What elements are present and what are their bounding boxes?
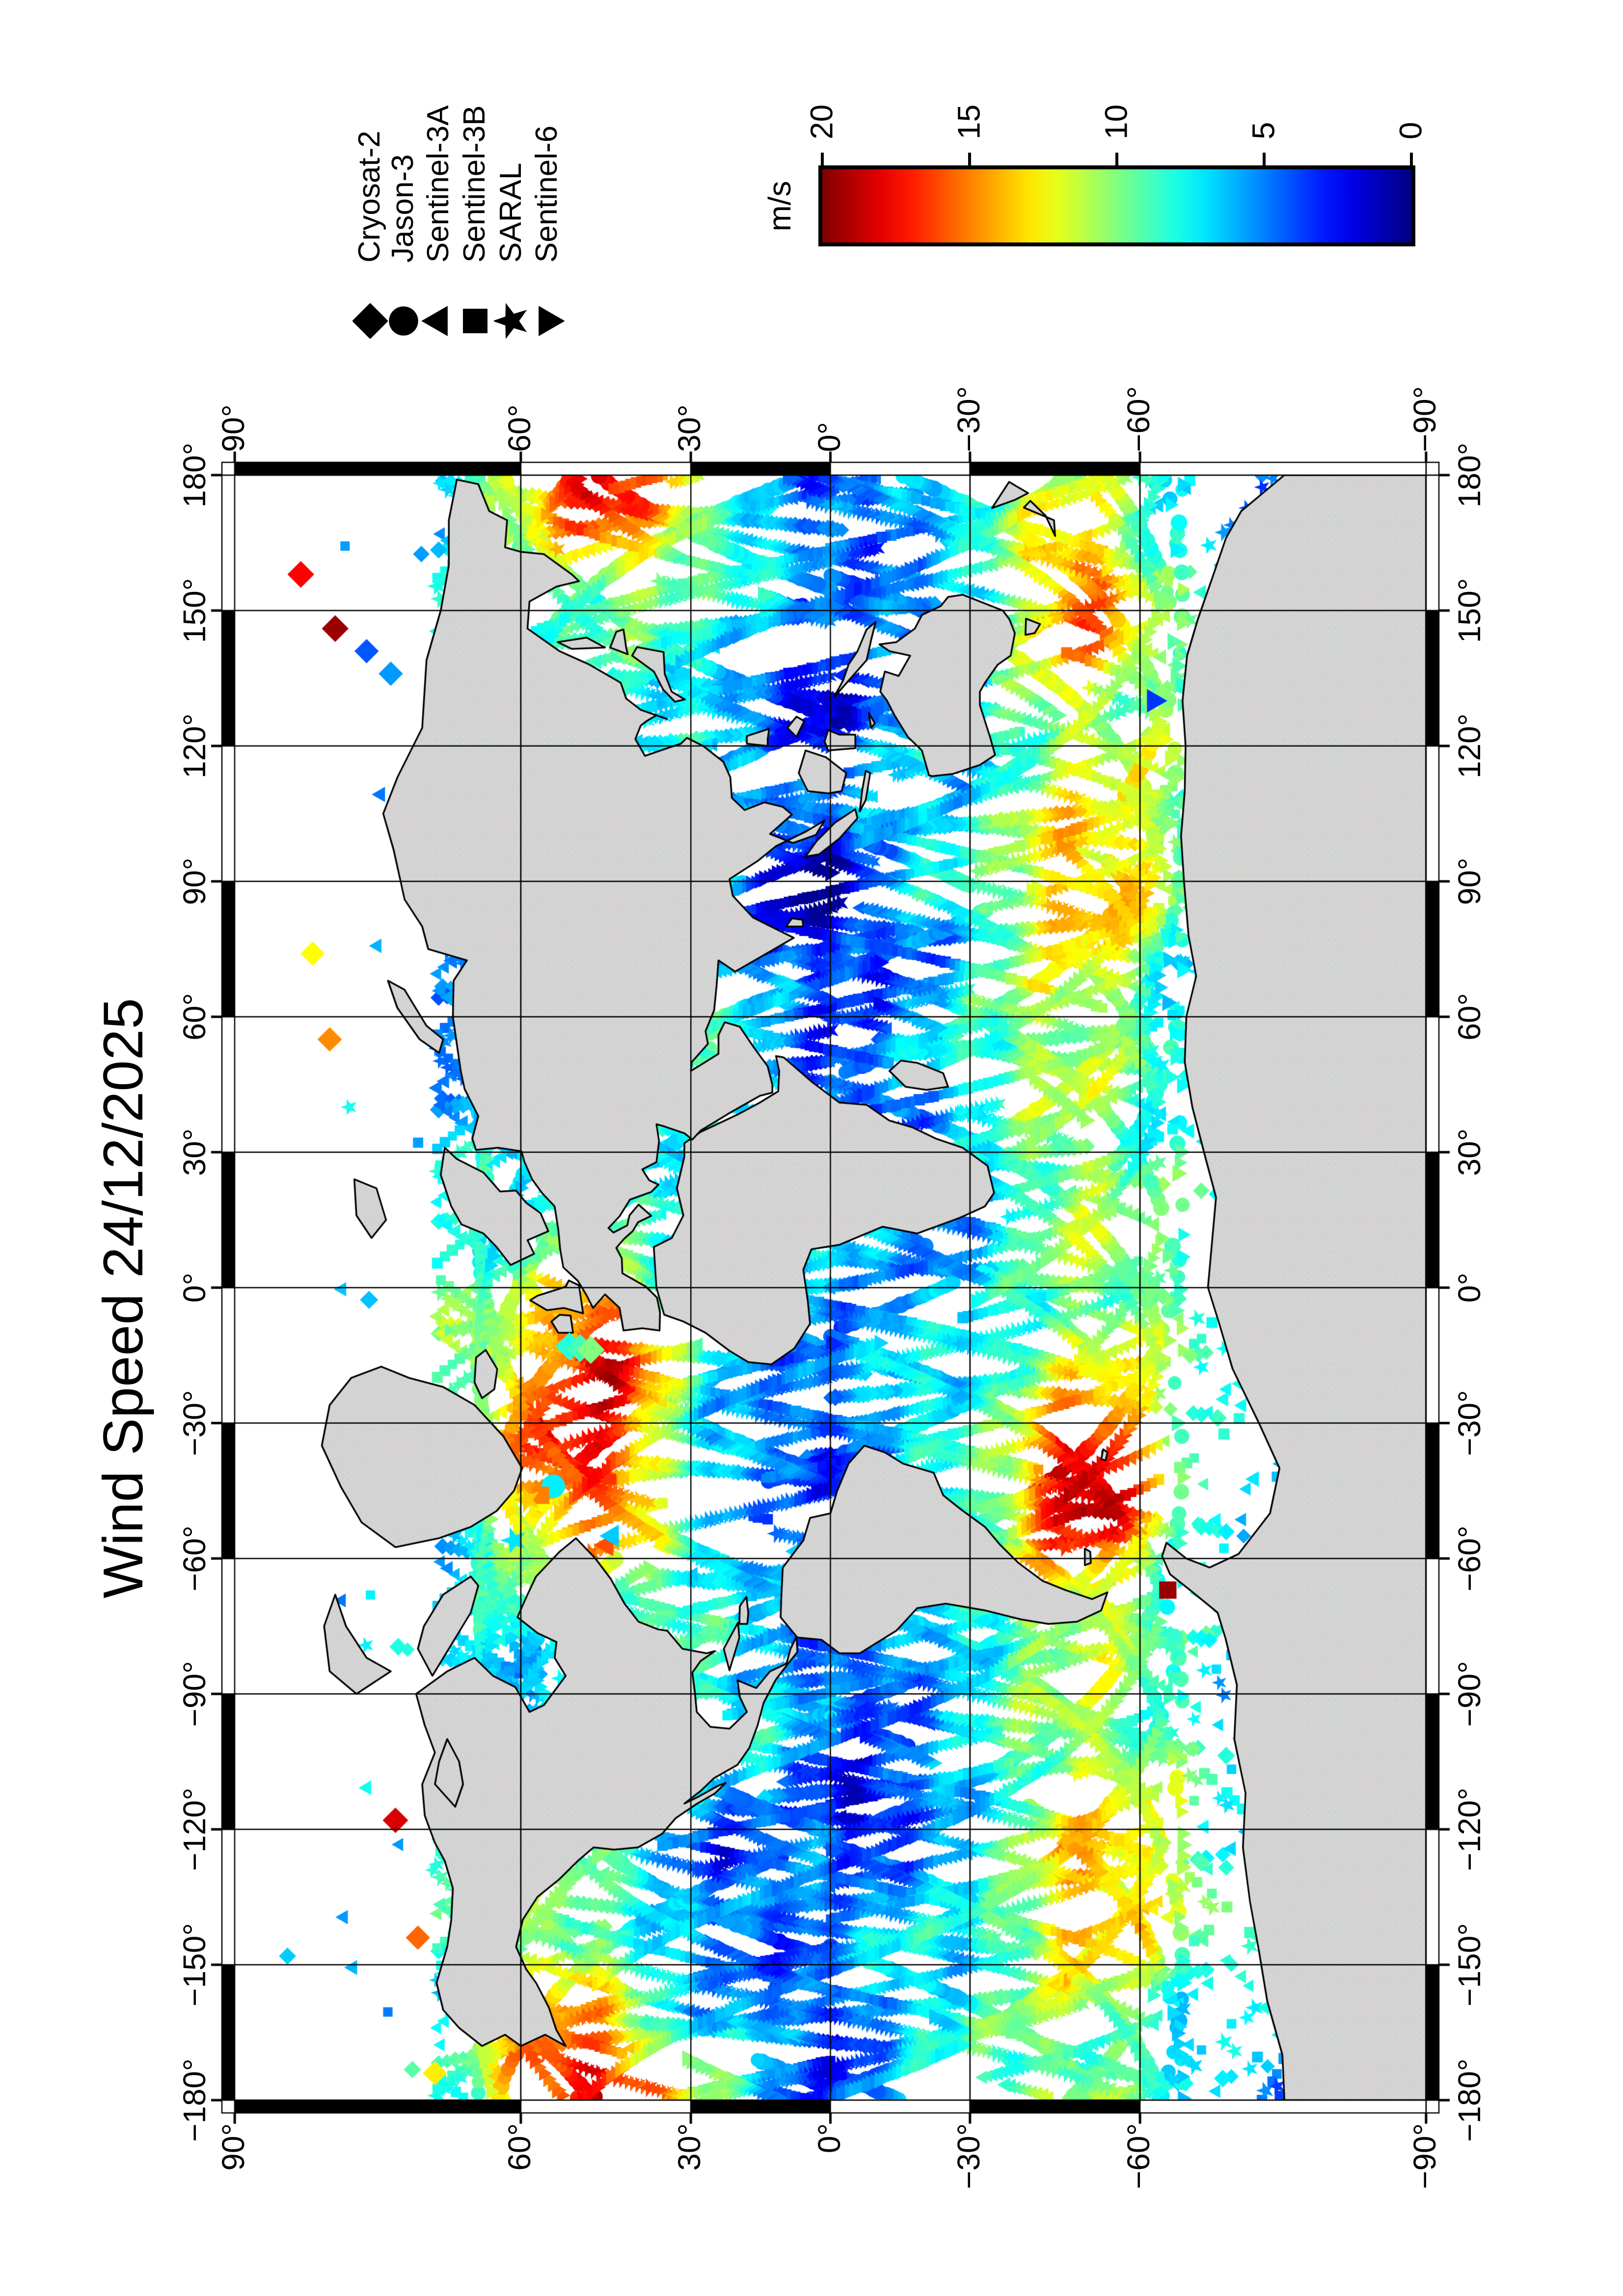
lat-label: −30°	[950, 2123, 986, 2189]
plot-title: Wind Speed 24/12/2025	[92, 998, 155, 1599]
lon-label: −120°	[177, 1788, 212, 1871]
triangle-down-icon	[530, 303, 565, 339]
colorbar-tick-label: 10	[1098, 104, 1134, 139]
colorbar-tick-label: 0	[1393, 122, 1429, 139]
circle-icon	[386, 303, 421, 339]
lat-label: −30°	[950, 386, 986, 452]
colorbar-tick	[1263, 153, 1266, 165]
lon-label: 30°	[177, 1128, 212, 1176]
lon-label: 120°	[1452, 713, 1487, 779]
lon-label: −180°	[1452, 2058, 1487, 2142]
lat-label: −60°	[1121, 2123, 1157, 2189]
lat-label: 30°	[672, 2123, 707, 2171]
lon-label: −150°	[177, 1923, 212, 2006]
legend-label: Sentinel-3B	[458, 105, 491, 263]
lon-label: −180°	[177, 2058, 212, 2142]
colorbar-unit-label: m/s	[762, 181, 797, 232]
lon-label: 60°	[1452, 993, 1487, 1041]
lat-label: 30°	[672, 404, 707, 452]
lon-label: 150°	[177, 578, 212, 643]
lon-label: −60°	[1452, 1525, 1487, 1592]
lon-label: 0°	[177, 1272, 212, 1303]
diamond-icon	[352, 303, 388, 339]
colorbar-tick	[968, 153, 971, 165]
lon-label: −30°	[177, 1390, 212, 1456]
lon-label: 180°	[1452, 442, 1487, 508]
lon-label: −30°	[1452, 1390, 1487, 1456]
legend-label: Sentinel-3A	[421, 105, 455, 263]
square-icon	[458, 303, 493, 339]
legend-label: Sentinel-6	[530, 125, 564, 263]
lon-label: 90°	[1452, 857, 1487, 906]
colorbar-tick-label: 15	[951, 104, 987, 139]
lon-label: 150°	[1452, 578, 1487, 643]
lon-label: 60°	[177, 993, 212, 1041]
lon-label: 120°	[177, 713, 212, 779]
legend-label: SARAL	[494, 162, 528, 263]
colorbar-gradient	[822, 169, 1411, 242]
lon-label: −150°	[1452, 1923, 1487, 2006]
lat-label: 60°	[501, 404, 537, 452]
lat-label: 90°	[216, 2123, 251, 2171]
lat-label: 0°	[811, 2123, 847, 2154]
colorbar-tick-label: 5	[1245, 122, 1281, 139]
lat-label: −90°	[1407, 2123, 1442, 2189]
lat-label: 60°	[501, 2123, 537, 2171]
colorbar-tick-label: 20	[804, 104, 839, 139]
lon-label: −90°	[1452, 1661, 1487, 1727]
lat-label: 0°	[811, 422, 847, 452]
colorbar-tick	[1115, 153, 1118, 165]
triangle-up-icon	[421, 303, 457, 339]
star-icon	[492, 303, 529, 339]
lon-label: −60°	[177, 1525, 212, 1592]
lon-label: 0°	[1452, 1272, 1487, 1303]
lon-label: 180°	[177, 442, 212, 508]
lat-label: −90°	[1407, 386, 1442, 452]
lat-label: −60°	[1121, 386, 1157, 452]
legend-label: Jason-3	[386, 154, 420, 263]
legend-label: Cryosat-2	[352, 131, 386, 263]
colorbar	[818, 165, 1415, 246]
colorbar-tick	[821, 153, 824, 165]
lat-label: 90°	[216, 404, 251, 452]
colorbar-tick	[1410, 153, 1413, 165]
lon-label: 30°	[1452, 1128, 1487, 1176]
lon-label: 90°	[177, 857, 212, 906]
lon-label: −90°	[177, 1661, 212, 1727]
lon-label: −120°	[1452, 1788, 1487, 1871]
